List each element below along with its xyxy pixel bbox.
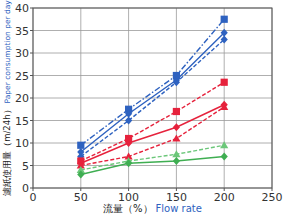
y-tick [30, 98, 33, 99]
y-grid-line [33, 165, 272, 166]
series-marker [220, 103, 228, 110]
series-line [81, 107, 224, 166]
y-tick [30, 53, 33, 54]
series-line [81, 33, 224, 152]
x-axis-label: 流量（%）Flow rate [103, 203, 202, 214]
series-group [77, 16, 229, 179]
series-marker [173, 78, 180, 86]
series-marker [220, 141, 228, 148]
y-tick-label: 40 [15, 2, 29, 15]
series-marker [77, 170, 84, 178]
series-marker [173, 123, 180, 131]
y-tick-label: 10 [15, 137, 29, 150]
series-marker [77, 142, 84, 149]
series-marker [125, 159, 132, 167]
x-tick-label: 50 [74, 191, 88, 204]
y-tick [30, 120, 33, 121]
series-marker [221, 79, 228, 86]
series-marker [221, 152, 228, 160]
y-tick [30, 143, 33, 144]
y-tick-label: 30 [15, 47, 29, 60]
y-grid-line [33, 143, 272, 144]
x-tick-label: 0 [30, 191, 37, 204]
series-line [81, 19, 224, 145]
series-line [81, 145, 224, 170]
series-marker [125, 116, 132, 124]
series-marker [125, 139, 132, 147]
series-line [81, 105, 224, 164]
series-marker [221, 16, 228, 23]
series-marker [173, 108, 180, 115]
x-label-ja: 流量（%） [103, 203, 153, 214]
series-marker [172, 134, 180, 141]
chart: 0510152025303540050100150200250流量（%）Flow… [0, 0, 303, 216]
y-grid-line [33, 75, 272, 76]
series-marker [173, 157, 180, 165]
series-marker [221, 35, 228, 43]
y-tick-label: 0 [22, 182, 29, 195]
y-tick [30, 30, 33, 31]
x-tick-label: 200 [214, 191, 235, 204]
y-grid-line [33, 30, 272, 31]
y-tick-label: 25 [15, 70, 29, 83]
y-tick [30, 165, 33, 166]
y-tick-label: 15 [15, 115, 29, 128]
y-tick [30, 75, 33, 76]
y-tick-label: 5 [22, 160, 29, 173]
plot-frame [33, 8, 272, 188]
x-tick-label: 250 [262, 191, 283, 204]
x-label-en: Flow rate [156, 203, 202, 214]
y-tick [30, 8, 33, 9]
series-line [81, 40, 224, 157]
y-tick-label: 35 [15, 25, 29, 38]
y-grid-line [33, 53, 272, 54]
y-label-ja: 濾紙使用量（m/24h） [2, 105, 12, 195]
y-grid-line [33, 120, 272, 121]
y-label-en: Paper consumption per day [3, 0, 12, 103]
y-axis-label: 濾紙使用量（m/24h） Paper consumption per day [2, 0, 12, 196]
series-marker [172, 150, 180, 157]
series-line [81, 157, 224, 175]
y-tick-label: 20 [15, 92, 29, 105]
